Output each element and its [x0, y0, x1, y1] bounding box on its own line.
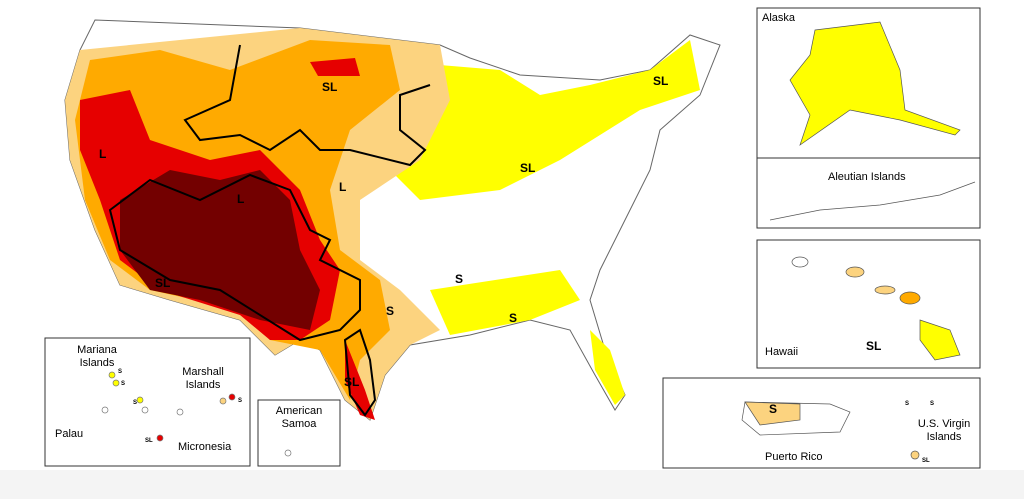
map-label: L [339, 180, 347, 194]
alaska-shape [789, 21, 961, 146]
impact-boundaries [108, 44, 431, 417]
map-label: S [238, 398, 243, 404]
inset-title: Aleutian Islands [828, 171, 906, 183]
inset-title: Palau [55, 428, 84, 440]
map-label: SL [922, 458, 930, 464]
inset-title: Puerto Rico [765, 451, 823, 463]
map-label: S [386, 304, 395, 318]
map-label: L [99, 147, 107, 161]
hawaii-islands [791, 256, 961, 361]
map-label: S [905, 401, 910, 407]
inset-title: American Samoa [275, 405, 323, 430]
map-label: S [930, 401, 935, 407]
drought-areas [65, 28, 700, 420]
map-label: SL [866, 339, 882, 353]
map-label: SL [145, 438, 153, 444]
inset-title: Alaska [762, 12, 796, 24]
map-label: SL [322, 80, 338, 94]
bottom-band [0, 470, 1024, 499]
map-label: S [455, 272, 464, 286]
aleutian-chain [769, 181, 976, 221]
map-label: SL [520, 161, 536, 175]
inset-title: Mariana Islands [77, 344, 117, 369]
map-label: S [769, 402, 778, 416]
map-label: S [509, 311, 518, 325]
inset-title: Hawaii [765, 346, 799, 358]
map-label: S [118, 369, 123, 375]
map-label: SL [653, 74, 669, 88]
pacific-islands [101, 371, 292, 457]
map-label: SL [344, 375, 360, 389]
map-label: S [121, 381, 126, 387]
inset-title: Micronesia [178, 441, 232, 453]
map-label: SL [155, 276, 171, 290]
inset-title: Marshall Islands [182, 366, 224, 391]
map-label: S [133, 400, 138, 406]
inset-frames [44, 7, 981, 469]
map-label: L [237, 192, 245, 206]
inset-title: U.S. Virgin Islands [917, 418, 971, 443]
puerto-rico-shape [741, 401, 920, 460]
